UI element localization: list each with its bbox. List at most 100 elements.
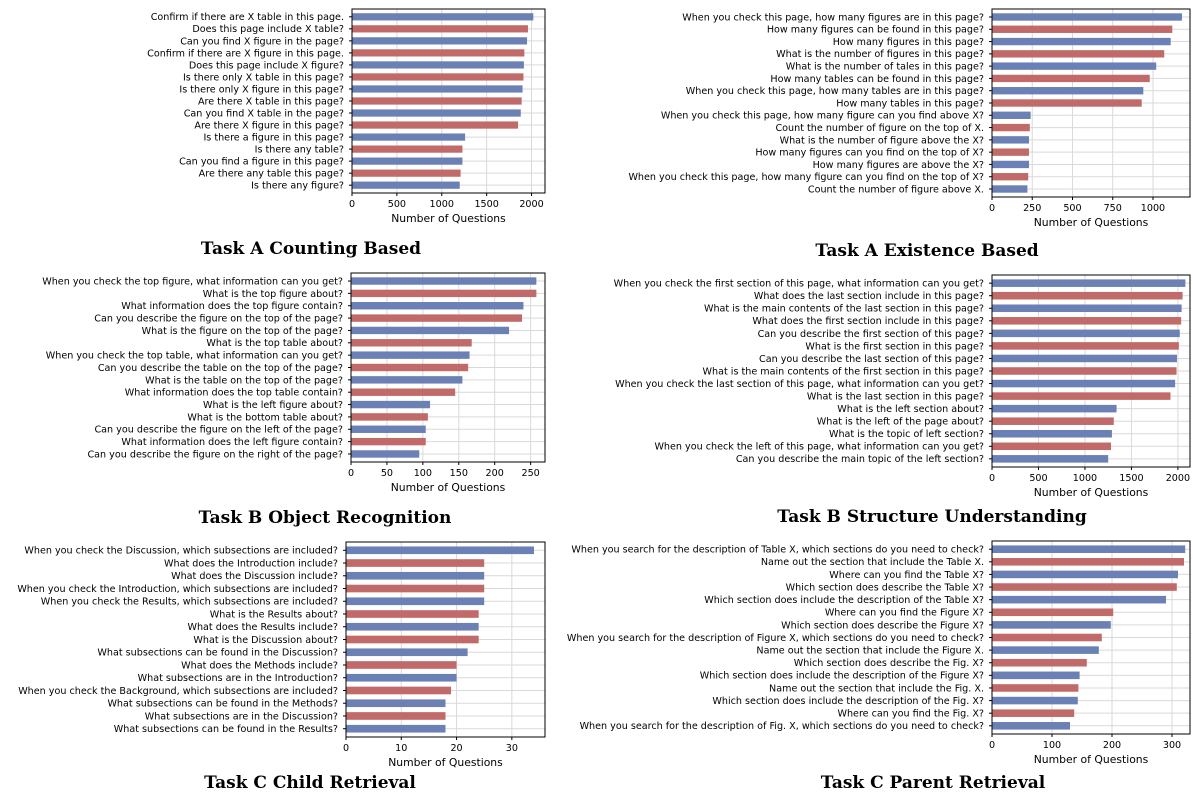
category-label: When you check this page, how many figur… xyxy=(661,111,984,122)
bar xyxy=(346,724,446,733)
bar xyxy=(992,160,1030,169)
chart-panel-5: When you check the Discussion, which sub… xyxy=(17,541,546,793)
bar xyxy=(992,633,1102,642)
category-label: When you check the last section of this … xyxy=(615,379,984,390)
bar xyxy=(352,157,463,165)
x-tick-label: 100 xyxy=(1043,740,1061,751)
chart-panel-3: When you check the top figure, what info… xyxy=(42,272,546,528)
chart-caption: Task B Structure Understanding xyxy=(777,507,1087,527)
bar xyxy=(351,302,524,310)
category-label: Which section does describe the Table X? xyxy=(786,582,984,593)
bar xyxy=(352,133,466,141)
bar xyxy=(992,329,1180,338)
category-label: What is the left figure about? xyxy=(203,400,343,411)
category-label: Where can you find the Fig. X? xyxy=(837,709,984,720)
bar xyxy=(992,37,1171,46)
x-tick-label: 20 xyxy=(450,743,462,754)
bar xyxy=(352,169,461,177)
category-label: When you check this page, how many table… xyxy=(686,86,984,97)
bar xyxy=(992,583,1177,591)
bar xyxy=(351,437,426,446)
bar xyxy=(992,279,1186,287)
category-label: How many figures can you find on the top… xyxy=(755,148,984,159)
x-tick-label: 0 xyxy=(989,473,995,484)
bar xyxy=(346,673,457,682)
category-label: Can you describe the first section of th… xyxy=(758,329,984,340)
category-label: Count the number of figure on the top of… xyxy=(775,123,984,134)
category-label: When you search for the description of F… xyxy=(580,721,984,732)
category-label: What is the main contents of the last se… xyxy=(704,304,984,315)
x-tick-label: 1000 xyxy=(1141,203,1165,214)
category-label: When you check the Introduction, which s… xyxy=(17,584,338,595)
bar xyxy=(992,354,1177,363)
category-label: What information does the top table cont… xyxy=(125,388,343,399)
x-tick-label: 500 xyxy=(1063,203,1081,214)
category-label: What is the number of figures in this pa… xyxy=(776,49,984,60)
x-tick-label: 100 xyxy=(414,468,432,479)
category-label: What is the figure on the top of the pag… xyxy=(142,326,343,337)
bar xyxy=(992,185,1028,193)
bar xyxy=(346,712,446,720)
bar xyxy=(346,571,485,580)
x-tick-label: 250 xyxy=(1023,203,1041,214)
bar xyxy=(992,317,1182,325)
x-tick-label: 1000 xyxy=(1073,473,1097,484)
category-label: What is the Discussion about? xyxy=(193,635,338,646)
bar xyxy=(992,136,1030,144)
bar xyxy=(346,622,479,631)
category-label: Which section does include the descripti… xyxy=(712,696,984,707)
category-label: What is the left of the page about? xyxy=(817,417,984,428)
category-label: Where can you find the Figure X? xyxy=(825,608,984,619)
bar xyxy=(352,73,524,81)
bar xyxy=(992,25,1173,33)
bar xyxy=(352,97,522,105)
bar xyxy=(351,363,469,372)
x-tick-label: 10 xyxy=(395,743,407,754)
chart-caption: Task B Object Recognition xyxy=(199,508,452,528)
bar xyxy=(992,304,1182,313)
category-label: What information does the left figure co… xyxy=(121,437,343,448)
bar xyxy=(992,709,1075,717)
bar xyxy=(992,342,1179,350)
bar xyxy=(351,277,537,285)
category-label: Is there only X figure in this page? xyxy=(179,84,344,95)
x-tick-label: 200 xyxy=(1103,740,1121,751)
bar xyxy=(352,181,460,189)
chart-panel-6: When you search for the description of T… xyxy=(567,540,1191,793)
x-tick-label: 500 xyxy=(388,199,406,210)
bar xyxy=(992,608,1114,617)
x-tick-label: 1500 xyxy=(1119,473,1143,484)
category-label: When you search for the description of T… xyxy=(571,545,984,556)
category-label: When you check this page, how many figur… xyxy=(682,12,984,23)
category-label: What is the first section in this page? xyxy=(805,341,984,352)
bar xyxy=(352,13,534,21)
bar xyxy=(352,85,523,93)
x-axis-label: Number of Questions xyxy=(391,212,506,225)
category-label: Is there any figure? xyxy=(251,181,344,192)
bar xyxy=(346,661,457,669)
bar xyxy=(346,584,485,593)
bar xyxy=(992,367,1177,375)
x-tick-label: 300 xyxy=(1163,740,1181,751)
bar xyxy=(352,49,525,57)
bar xyxy=(992,442,1111,451)
category-label: What is the Results about? xyxy=(210,609,338,620)
bar xyxy=(992,545,1186,553)
bar xyxy=(351,413,428,421)
category-label: When you check the Discussion, which sub… xyxy=(24,546,338,557)
chart-caption: Task C Parent Retrieval xyxy=(821,773,1046,793)
category-label: Does this page include X figure? xyxy=(189,60,344,71)
bar xyxy=(992,646,1099,654)
bar xyxy=(992,595,1166,604)
bar xyxy=(992,111,1031,119)
chart-panel-2: When you check this page, how many figur… xyxy=(628,8,1191,261)
category-label: Confirm if there are X table in this pag… xyxy=(151,12,344,23)
x-tick-label: 0 xyxy=(349,199,355,210)
bar xyxy=(346,648,468,657)
x-axis-label: Number of Questions xyxy=(391,481,506,494)
category-label: Can you find a figure in this page? xyxy=(179,157,344,168)
x-tick-label: 30 xyxy=(506,743,518,754)
category-label: What is the last section in this page? xyxy=(807,391,984,402)
category-label: Is there only X table in this page? xyxy=(183,72,344,83)
bar xyxy=(992,123,1030,132)
